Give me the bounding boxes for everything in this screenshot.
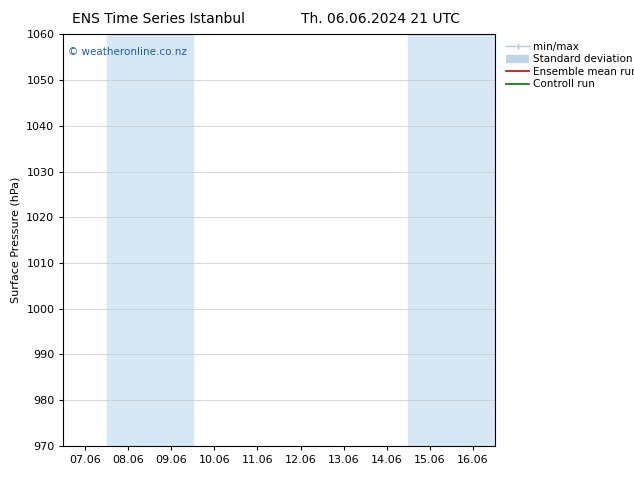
Y-axis label: Surface Pressure (hPa): Surface Pressure (hPa) [11, 177, 21, 303]
Bar [107, 34, 193, 446]
Bar [408, 34, 495, 446]
Text: Th. 06.06.2024 21 UTC: Th. 06.06.2024 21 UTC [301, 12, 460, 26]
Legend: min/max, Standard deviation, Ensemble mean run, Controll run: min/max, Standard deviation, Ensemble me… [504, 40, 634, 92]
Text: ENS Time Series Istanbul: ENS Time Series Istanbul [72, 12, 245, 26]
Text: © weatheronline.co.nz: © weatheronline.co.nz [68, 47, 186, 57]
